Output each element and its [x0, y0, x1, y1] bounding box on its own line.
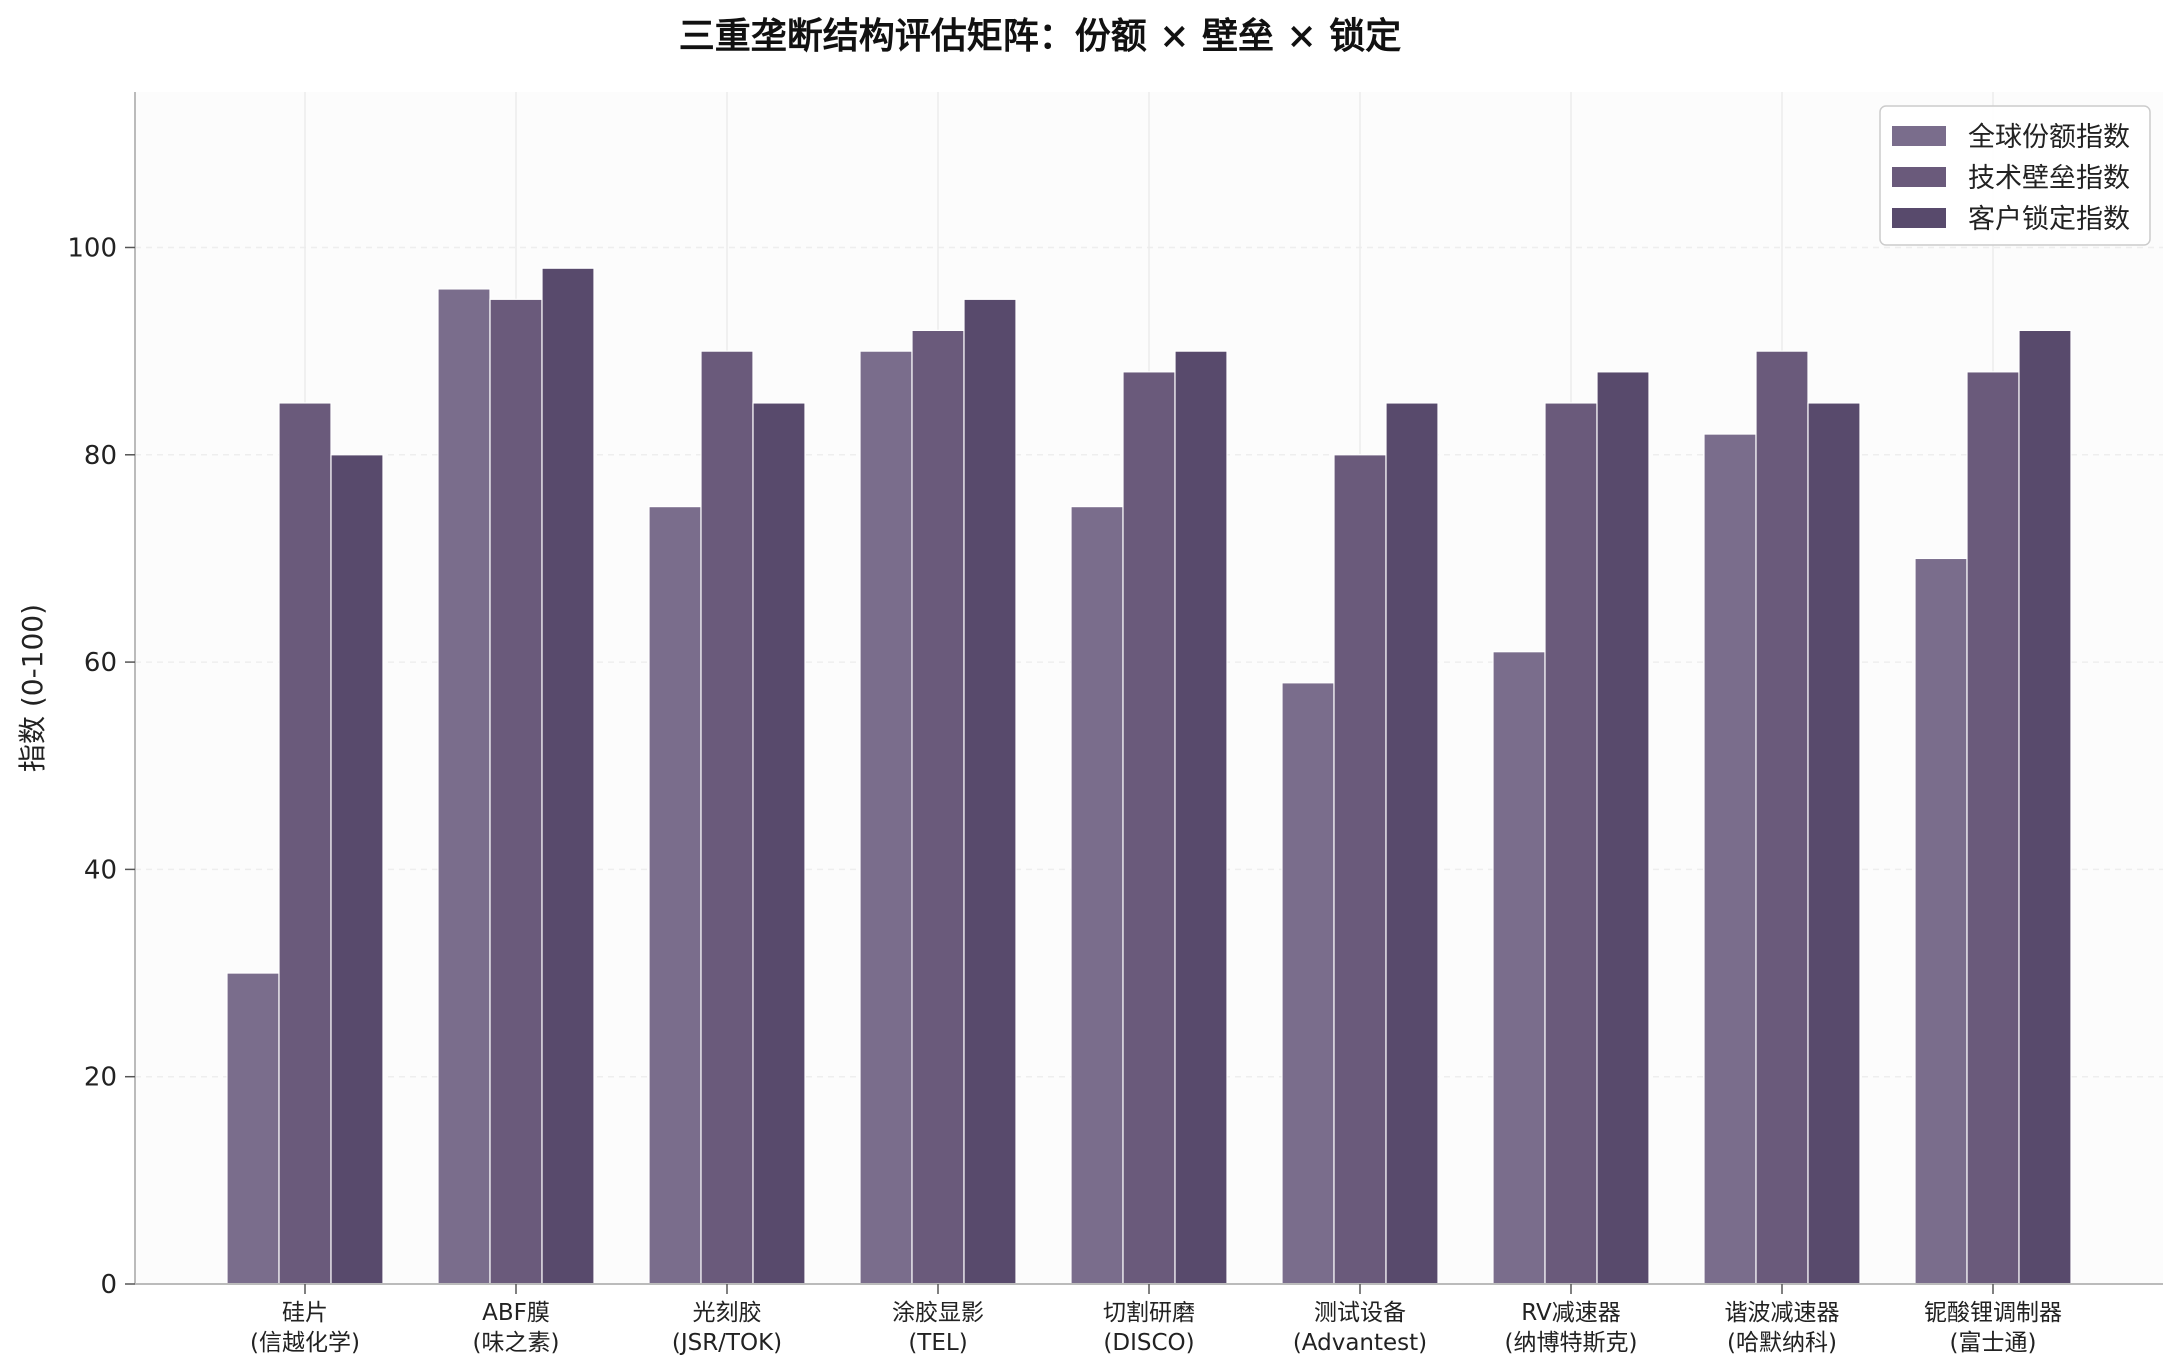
- x-tick-label: (信越化学): [250, 1330, 360, 1356]
- bar: [1966, 371, 2020, 1285]
- x-tick-label: 硅片: [282, 1300, 328, 1326]
- y-axis-label: 指数 (0-100): [16, 604, 49, 772]
- bar: [541, 267, 595, 1285]
- bar: [700, 350, 754, 1285]
- bar: [911, 329, 965, 1285]
- bar: [489, 298, 543, 1285]
- y-tick-label: 60: [84, 648, 117, 678]
- legend-box: [1879, 105, 2151, 246]
- x-tick-label: 切割研磨: [1103, 1300, 1195, 1326]
- y-tick-label: 80: [84, 441, 117, 471]
- legend-swatch: [1892, 126, 1946, 146]
- bar: [1703, 433, 1757, 1285]
- x-tick-label: (纳博特斯克): [1505, 1330, 1638, 1356]
- bar: [1914, 557, 1968, 1285]
- bars: [226, 267, 2072, 1285]
- bar: [1492, 651, 1546, 1285]
- x-tick-label: (富士通): [1950, 1330, 2037, 1356]
- x-tick-label: (味之素): [473, 1330, 560, 1356]
- legend-entry: 客户锁定指数: [1968, 204, 2130, 235]
- y-tick-label: 40: [84, 855, 117, 885]
- y-tick-label: 100: [67, 233, 117, 263]
- y-tick-label: 0: [100, 1270, 117, 1300]
- x-axis-ticks: 硅片 (信越化学) ABF膜 (味之素) 光刻胶 (JSR/TOK) 涂胶显影 (TEL) 切割…: [250, 1284, 2062, 1356]
- x-tick-label: ABF膜: [482, 1300, 550, 1326]
- x-tick-label: 铌酸锂调制器: [1924, 1300, 2062, 1326]
- bar: [226, 972, 280, 1285]
- x-tick-label: (DISCO): [1103, 1330, 1194, 1356]
- bar: [1122, 371, 1176, 1285]
- bar: [752, 402, 806, 1285]
- legend-swatch: [1892, 167, 1946, 187]
- x-tick-label: (Advantest): [1293, 1330, 1427, 1356]
- bar: [1544, 402, 1598, 1285]
- bar: [1174, 350, 1228, 1285]
- legend-entry: 全球份额指数: [1968, 122, 2130, 153]
- bar: [330, 454, 384, 1285]
- bar: [278, 402, 332, 1285]
- x-tick-label: (哈默纳科): [1727, 1330, 1837, 1356]
- bar: [1596, 371, 1650, 1285]
- bar: [1755, 350, 1809, 1285]
- bar: [859, 350, 913, 1285]
- legend-entry: 技术壁垒指数: [1968, 163, 2130, 194]
- y-axis-ticks: 0 20 40 60 80 100: [67, 233, 135, 1300]
- x-tick-label: RV减速器: [1521, 1300, 1620, 1326]
- bar: [2018, 329, 2072, 1285]
- x-tick-label: 谐波减速器: [1725, 1300, 1840, 1326]
- bar: [963, 298, 1017, 1285]
- bar: [648, 506, 702, 1285]
- bar: [1385, 402, 1439, 1285]
- legend-swatch: [1892, 208, 1946, 228]
- chart-title: 三重垄断结构评估矩阵：份额 × 壁垒 × 锁定: [679, 15, 1401, 57]
- x-tick-label: 测试设备: [1314, 1300, 1406, 1326]
- bar: [437, 288, 491, 1285]
- bar: [1070, 506, 1124, 1285]
- bar: [1333, 454, 1387, 1285]
- x-tick-label: (JSR/TOK): [672, 1330, 782, 1356]
- bar: [1807, 402, 1861, 1285]
- bar: [1281, 682, 1335, 1285]
- x-tick-label: (TEL): [908, 1330, 967, 1356]
- x-tick-label: 光刻胶: [693, 1300, 762, 1326]
- x-tick-label: 涂胶显影: [892, 1300, 984, 1326]
- y-tick-label: 20: [84, 1063, 117, 1093]
